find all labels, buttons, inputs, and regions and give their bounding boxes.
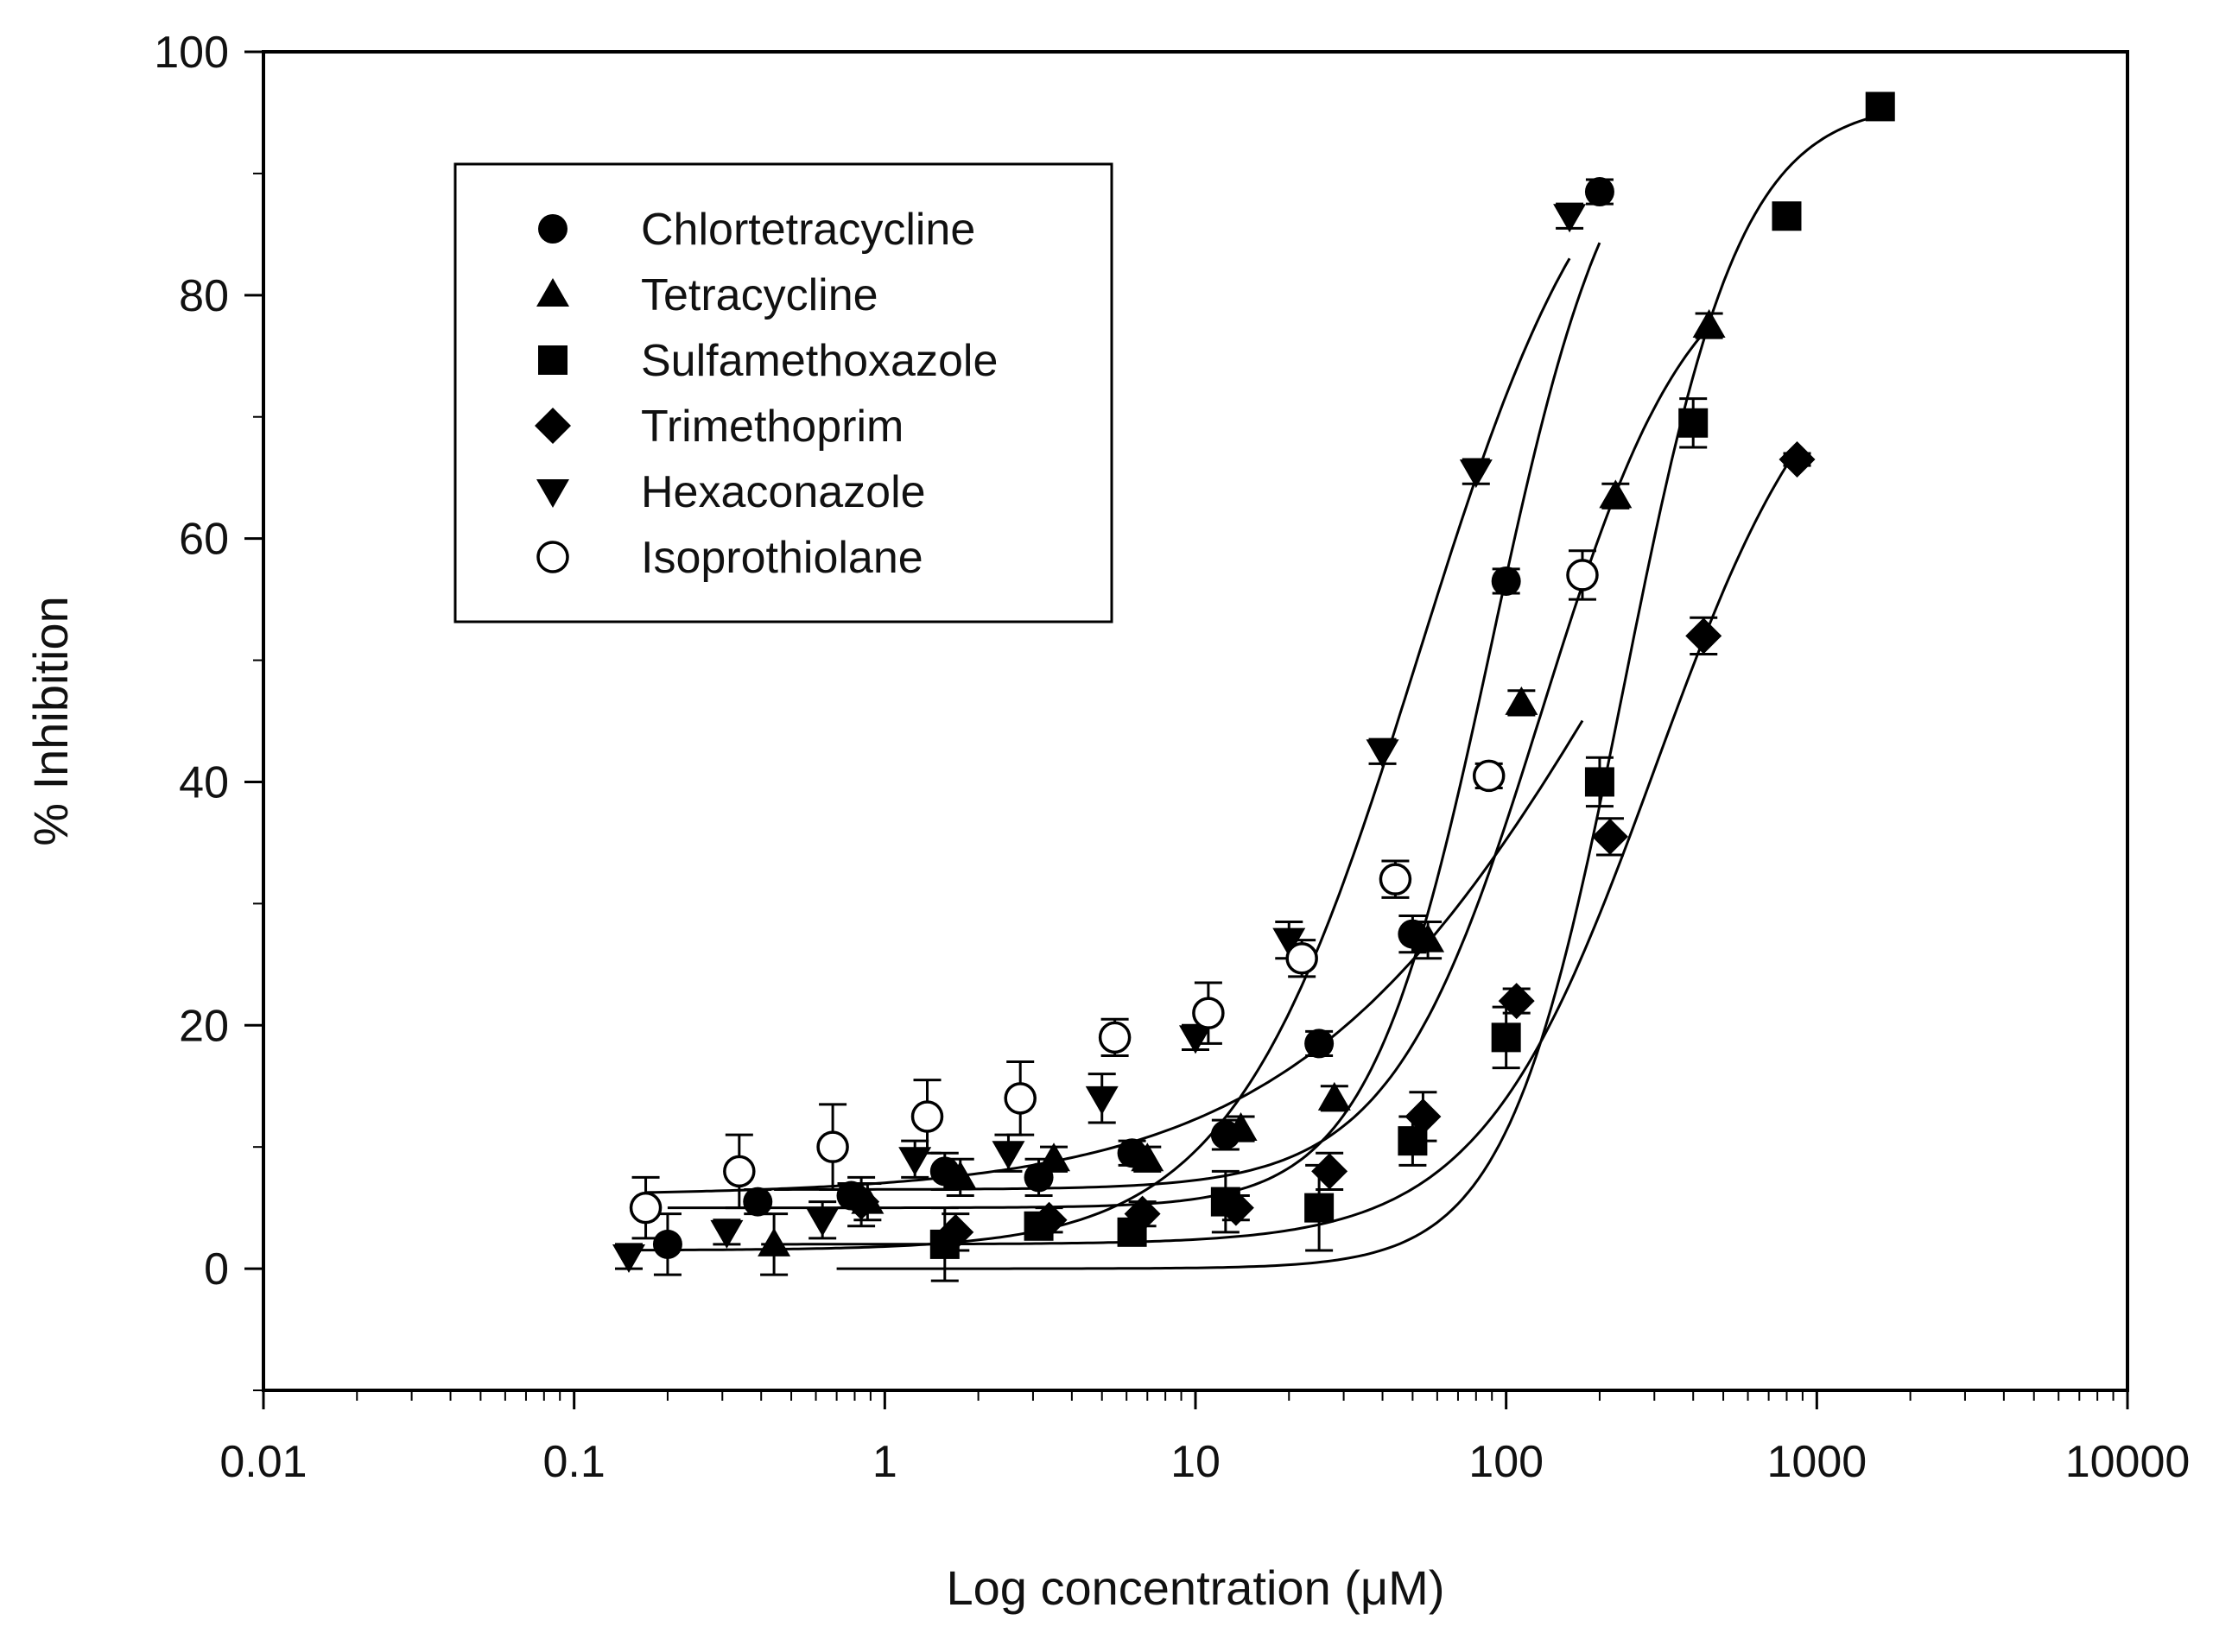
data-point-tetracycline [1037, 1142, 1071, 1172]
y-axis-title: % Inhibition [23, 596, 78, 846]
data-point-hexaconazole [992, 1141, 1025, 1170]
data-point-hexaconazole [1085, 1086, 1119, 1115]
data-point-trimethoprim [1498, 983, 1535, 1020]
x-tick-label: 1 [872, 1437, 897, 1487]
legend: Chlortetracycline Tetracycline Sulfamethox… [453, 162, 1113, 623]
legend-label-sulfamethoxazole: Sulfamethoxazole [641, 336, 998, 386]
data-point-chlortetracycline [1584, 177, 1614, 207]
data-point-tetracycline [1224, 1112, 1258, 1142]
data-point-chlortetracycline [652, 1229, 682, 1259]
data-point-hexaconazole [1459, 459, 1493, 489]
data-point-isoprothiolane [723, 1155, 756, 1188]
legend-marker-chlortetracycline [538, 214, 568, 244]
data-point-isoprothiolane [1566, 559, 1599, 592]
data-point-trimethoprim [1124, 1195, 1161, 1232]
data-point-hexaconazole [1179, 1025, 1212, 1054]
data-point-trimethoprim [1779, 441, 1816, 478]
data-point-hexaconazole [898, 1147, 932, 1176]
data-point-isoprothiolane [816, 1130, 849, 1163]
data-point-tetracycline [1131, 1142, 1164, 1172]
data-point-isoprothiolane [1379, 863, 1412, 896]
data-point-tetracycline [1317, 1081, 1351, 1111]
x-tick-label: 10000 [2065, 1437, 2191, 1487]
y-tick-label: 100 [154, 28, 229, 78]
data-point-trimethoprim [843, 1183, 880, 1220]
y-tick-label: 0 [204, 1244, 229, 1294]
legend-marker-isoprothiolane [536, 541, 569, 573]
x-tick-label: 100 [1468, 1437, 1544, 1487]
legend-label-trimethoprim: Trimethoprim [641, 402, 904, 452]
data-point-isoprothiolane [1004, 1082, 1037, 1115]
x-tick-label: 10 [1170, 1437, 1221, 1487]
data-point-chlortetracycline [1491, 566, 1521, 596]
data-point-chlortetracycline [1304, 1029, 1335, 1059]
legend-label-isoprothiolane: Isoprothiolane [641, 533, 923, 583]
x-tick-label: 0.01 [219, 1437, 307, 1487]
legend-label-hexaconazole: Hexaconazole [641, 467, 926, 517]
legend-box [453, 162, 1113, 623]
data-point-sulfamethoxazole [1584, 767, 1614, 797]
data-point-trimethoprim [1030, 1201, 1068, 1238]
y-tick-label: 20 [179, 1001, 229, 1051]
axis-ticks: 0.01 0.1 1 10 100 1000 10000 0 20 40 60 80 100 [154, 28, 2190, 1487]
legend-label-chlortetracycline: Chlortetracycline [641, 205, 975, 255]
data-point-sulfamethoxazole [1678, 408, 1709, 438]
data-point-isoprothiolane [1098, 1021, 1132, 1054]
data-point-isoprothiolane [629, 1191, 663, 1225]
x-tick-label: 0.1 [543, 1437, 606, 1487]
data-point-chlortetracycline [743, 1187, 773, 1217]
data-point-tetracycline [1692, 309, 1726, 339]
data-point-tetracycline [758, 1227, 791, 1256]
fit-curve-tetracycline [774, 326, 1710, 1191]
data-point-hexaconazole [1272, 927, 1306, 957]
data-point-trimethoprim [1217, 1189, 1254, 1226]
y-tick-label: 40 [179, 757, 229, 807]
data-point-hexaconazole [806, 1207, 840, 1237]
data-point-sulfamethoxazole [1491, 1022, 1521, 1053]
legend-marker-trimethoprim [535, 408, 571, 444]
data-points [612, 92, 1895, 1273]
y-tick-label: 80 [179, 271, 229, 321]
data-point-isoprothiolane [1285, 942, 1318, 975]
legend-marker-hexaconazole [536, 479, 569, 508]
data-point-tetracycline [1411, 923, 1445, 953]
data-point-hexaconazole [710, 1219, 744, 1249]
data-point-sulfamethoxazole [1304, 1193, 1335, 1223]
legend-marker-sulfamethoxazole [538, 345, 568, 375]
data-point-trimethoprim [1311, 1153, 1348, 1190]
data-point-sulfamethoxazole [1772, 201, 1802, 231]
data-point-tetracycline [1505, 686, 1538, 715]
data-point-isoprothiolane [1192, 997, 1225, 1029]
x-axis-title: Log concentration (μM) [947, 1560, 1445, 1615]
data-point-isoprothiolane [1472, 759, 1506, 793]
legend-marker-tetracycline [536, 278, 569, 307]
data-point-hexaconazole [1553, 204, 1587, 233]
data-point-tetracycline [1599, 479, 1633, 509]
legend-label-tetracycline: Tetracycline [641, 270, 878, 320]
data-point-sulfamethoxazole [1865, 92, 1895, 122]
data-point-trimethoprim [1685, 617, 1722, 655]
data-point-trimethoprim [1405, 1098, 1442, 1135]
data-point-hexaconazole [612, 1244, 646, 1273]
data-point-trimethoprim [937, 1213, 974, 1250]
data-point-trimethoprim [1591, 818, 1628, 855]
data-point-tetracycline [943, 1161, 977, 1190]
data-point-hexaconazole [1366, 739, 1399, 769]
y-tick-label: 60 [179, 515, 229, 565]
x-tick-label: 1000 [1766, 1437, 1867, 1487]
data-point-isoprothiolane [910, 1100, 944, 1133]
